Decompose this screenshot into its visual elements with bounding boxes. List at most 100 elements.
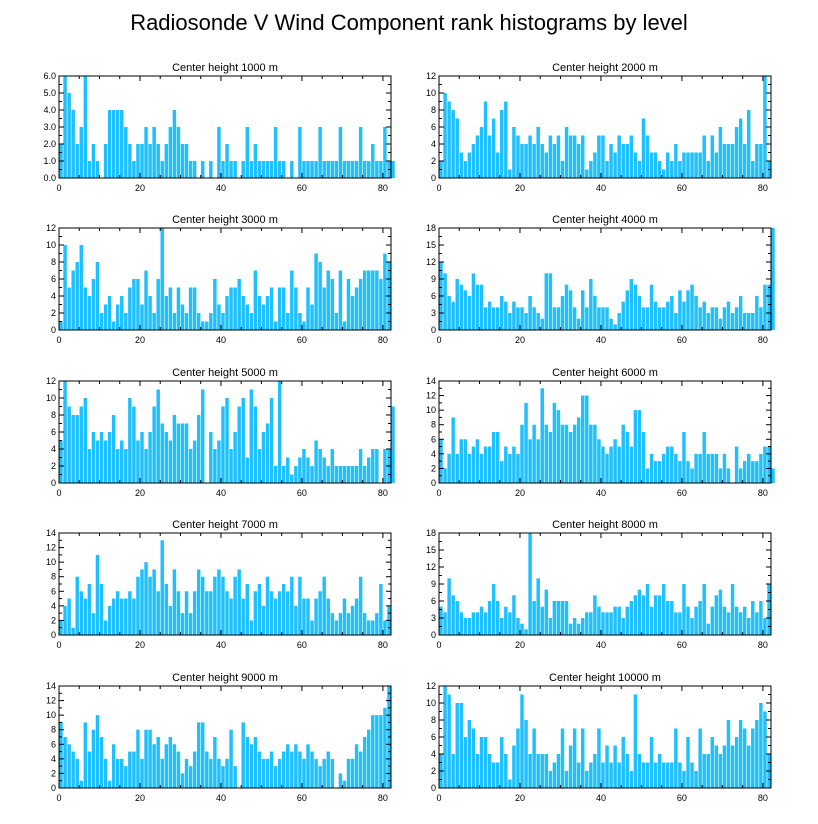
bar [459, 284, 463, 330]
bar [641, 307, 646, 330]
y-tick-label: 14 [426, 376, 436, 386]
bar [751, 461, 755, 483]
bar [512, 127, 516, 178]
bar [670, 446, 674, 483]
bar [358, 449, 363, 483]
bar [286, 313, 290, 330]
x-tick-label: 20 [135, 488, 145, 498]
bar [528, 296, 532, 330]
bar [83, 76, 88, 178]
bar [657, 307, 662, 330]
bar [217, 440, 221, 483]
bar [759, 307, 763, 330]
bar [209, 313, 213, 330]
bar [487, 754, 492, 788]
panel-center-height-4000-m: Center height 4000 m 0 20 40 60 80 0 3 6 9 12 15 18 [426, 214, 775, 345]
bar [605, 612, 609, 635]
bar [269, 751, 274, 788]
bar [346, 613, 351, 635]
bar [241, 398, 245, 483]
bar [755, 612, 759, 635]
bar [698, 453, 702, 483]
bar [383, 127, 387, 178]
bar [738, 296, 743, 330]
panel-title: Center height 7000 m [172, 519, 278, 531]
bar [371, 715, 375, 788]
bar [290, 270, 294, 330]
bar [241, 296, 245, 330]
bar [115, 449, 120, 483]
bar [192, 591, 197, 635]
bar [342, 598, 347, 635]
bar [63, 245, 67, 330]
bar [298, 751, 302, 788]
bar [702, 135, 706, 178]
x-tick-label: 40 [216, 488, 226, 498]
bar [330, 279, 335, 330]
bar [451, 754, 455, 788]
bar [257, 751, 262, 788]
bar [160, 540, 164, 635]
bar [253, 591, 258, 635]
bar [265, 161, 270, 178]
bar [504, 446, 508, 483]
bar [508, 169, 512, 178]
bar [273, 466, 278, 483]
bar [75, 262, 79, 330]
y-tick-label: 8 [51, 257, 56, 267]
bar [111, 321, 116, 330]
bar [653, 301, 658, 330]
bar [467, 453, 472, 483]
bar [491, 118, 496, 178]
bar [132, 279, 136, 330]
bar [625, 144, 629, 178]
bar [124, 766, 128, 788]
bar [128, 398, 132, 483]
bar [176, 591, 181, 635]
y-tick-label: 12 [426, 681, 436, 691]
bar [253, 406, 258, 483]
bar [115, 110, 120, 178]
bar [694, 771, 698, 788]
bar [617, 313, 621, 330]
bar [706, 623, 710, 635]
bar [463, 618, 468, 635]
bar [495, 762, 500, 788]
bar [629, 601, 634, 635]
bar [75, 144, 79, 178]
bar [593, 595, 597, 635]
bar [180, 144, 185, 178]
bar [556, 410, 561, 483]
bar [500, 296, 504, 330]
bar [132, 161, 136, 178]
bar [136, 729, 140, 788]
bar [379, 584, 383, 635]
bar [350, 758, 355, 788]
bar [625, 754, 629, 788]
bar [698, 152, 702, 178]
bar [633, 694, 638, 788]
bar [172, 569, 177, 635]
bar [686, 737, 690, 788]
bar [718, 318, 723, 330]
bar [572, 424, 577, 483]
bar [552, 762, 557, 788]
bar [281, 161, 286, 178]
bar [59, 440, 63, 483]
bar [512, 745, 516, 788]
bar [548, 618, 553, 635]
bar [690, 152, 694, 178]
bar [249, 313, 254, 330]
bar [556, 754, 561, 788]
bar [342, 161, 347, 178]
y-tick-label: 9 [431, 274, 436, 284]
bar [645, 307, 650, 330]
bar [221, 161, 225, 178]
bar [738, 720, 743, 788]
y-tick-label: 12 [426, 391, 436, 401]
bar [467, 296, 472, 330]
bar [483, 101, 488, 178]
bar [379, 279, 383, 330]
bar [391, 161, 395, 178]
bar [504, 101, 508, 178]
